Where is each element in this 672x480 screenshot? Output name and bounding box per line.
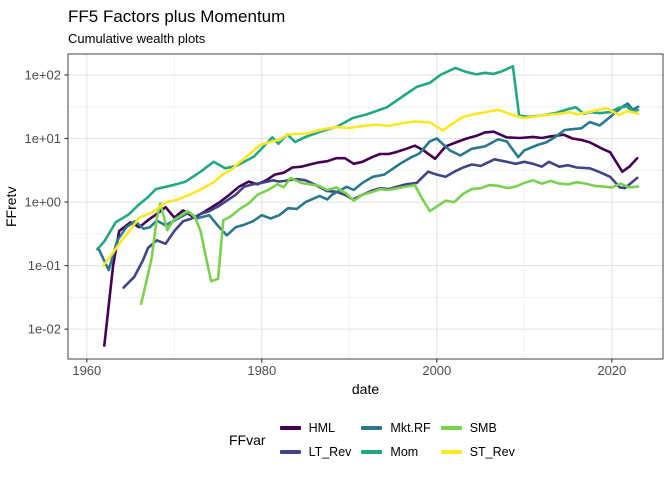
legend-label: Mom bbox=[390, 445, 419, 459]
series-line-Mom bbox=[96, 65, 640, 251]
x-tick-label: 2000 bbox=[422, 363, 451, 378]
x-tick-label: 1980 bbox=[247, 363, 276, 378]
legend-label: HML bbox=[308, 421, 335, 435]
panel-border bbox=[67, 53, 664, 360]
legend-key-LT_Rev bbox=[279, 450, 301, 454]
legend-item-ST_Rev: ST_Rev bbox=[440, 440, 515, 464]
chart-subtitle: Cumulative wealth plots bbox=[68, 31, 206, 46]
y-tick-label: 1e+02 bbox=[24, 67, 61, 82]
legend-key-Mkt.RF bbox=[361, 426, 383, 430]
legend-items: HML LT_Rev Mkt.RF Mom SMB ST_Rev bbox=[279, 416, 515, 464]
legend-item-Mkt.RF: Mkt.RF bbox=[361, 416, 431, 440]
chart-title: FF5 Factors plus Momentum bbox=[68, 7, 286, 26]
y-tick-label: 1e-02 bbox=[28, 322, 61, 337]
legend-item-LT_Rev: LT_Rev bbox=[279, 440, 352, 464]
legend-key-ST_Rev bbox=[440, 450, 462, 454]
legend-key-HML bbox=[279, 426, 301, 430]
legend-label: SMB bbox=[469, 421, 497, 435]
legend-key-Mom bbox=[361, 450, 383, 454]
y-tick-label: 1e+01 bbox=[24, 131, 61, 146]
series-line-Mkt.RF bbox=[96, 102, 640, 272]
series-line-SMB bbox=[139, 176, 640, 306]
legend-item-SMB: SMB bbox=[440, 416, 515, 440]
legend-item-Mom: Mom bbox=[361, 440, 430, 464]
y-tick-label: 1e-01 bbox=[28, 258, 61, 273]
legend-key-SMB bbox=[440, 426, 462, 430]
legend-title: FFvar bbox=[229, 432, 266, 448]
legend-label: ST_Rev bbox=[469, 445, 515, 459]
y-axis-title: FFretv bbox=[3, 186, 19, 227]
x-tick-label: 1960 bbox=[72, 363, 101, 378]
x-axis-title: date bbox=[351, 381, 380, 397]
panel-background bbox=[68, 54, 663, 359]
series-line-ST_Rev bbox=[102, 106, 640, 267]
legend: FFvar HML LT_Rev Mkt.RF Mom SMB ST_Rev bbox=[229, 416, 515, 464]
legend-label: LT_Rev bbox=[308, 445, 352, 459]
x-tick-label: 2020 bbox=[597, 363, 626, 378]
legend-item-HML: HML bbox=[279, 416, 352, 440]
legend-label: Mkt.RF bbox=[390, 421, 431, 435]
y-tick-label: 1e+00 bbox=[24, 195, 61, 210]
